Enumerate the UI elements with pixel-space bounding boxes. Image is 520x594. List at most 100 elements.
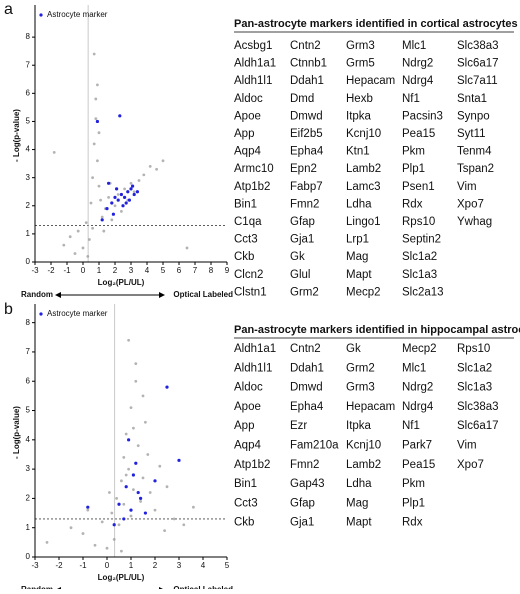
gene-name: Septin2 [402, 234, 441, 246]
data-point [84, 221, 88, 225]
arrow-head [55, 292, 61, 298]
data-point [134, 362, 138, 366]
gene-name: Cct3 [234, 234, 258, 246]
gene-name: Lamc3 [346, 181, 381, 193]
data-point [126, 190, 130, 194]
gene-name: Armc10 [234, 163, 274, 175]
gene-name: Mlc1 [402, 40, 426, 52]
data-point [131, 184, 135, 188]
gene-name: Aldoc [234, 382, 263, 394]
gene-name: Gk [346, 343, 361, 355]
data-point [52, 150, 56, 154]
gene-name: Gk [290, 251, 305, 263]
data-point [134, 461, 138, 465]
gene-name: Slc7a11 [457, 75, 498, 87]
gene-name: Synpo [457, 110, 490, 122]
data-point [155, 167, 159, 171]
x-tick-label: 0 [81, 266, 86, 275]
gene-name: Itpka [346, 110, 372, 122]
gene-name: Grm5 [346, 58, 375, 70]
data-point [121, 204, 125, 208]
gene-name: Gfap [290, 216, 315, 228]
gene-name: Lamb2 [346, 163, 381, 175]
gene-name: Epha4 [290, 401, 324, 413]
table-title: Pan-astrocyte markers identified in cort… [234, 18, 518, 30]
gene-name: Clcn2 [234, 269, 263, 281]
data-point [118, 114, 122, 118]
gene-name: Lingo1 [346, 216, 381, 228]
data-point [177, 458, 181, 462]
gene-name: Kcnj10 [346, 128, 381, 140]
data-point [122, 456, 126, 459]
data-point [86, 254, 90, 258]
gene-name: C1qa [234, 216, 262, 228]
gene-name: Pkm [402, 478, 425, 490]
gene-name: Aldh1l1 [234, 75, 272, 87]
gene-name: Slc1a2 [457, 362, 492, 374]
data-point [153, 479, 157, 483]
data-point [136, 490, 140, 495]
data-point [94, 97, 98, 101]
data-point [107, 195, 110, 199]
gene-name: Fam210a [290, 440, 339, 452]
gene-name: Lamb2 [346, 459, 381, 471]
gene-name: Rdx [402, 198, 423, 210]
panel-label: b [4, 301, 13, 318]
data-point [143, 511, 147, 515]
data-point [163, 529, 167, 533]
data-point [92, 52, 96, 56]
data-point [97, 184, 101, 188]
gene-name: Epha4 [290, 146, 324, 158]
gene-name: Ckb [234, 517, 254, 529]
gene-name: Gap43 [290, 478, 325, 490]
gene-name: Apoe [234, 401, 261, 413]
table-title: Pan-astrocyte markers identified in hipp… [234, 324, 520, 336]
data-point [129, 514, 133, 518]
x-tick-label: 5 [161, 266, 166, 275]
data-point [113, 195, 117, 199]
gene-name: Aqp4 [234, 440, 261, 452]
data-point [81, 532, 85, 535]
data-point [86, 505, 90, 509]
legend-marker [39, 13, 43, 17]
data-point [172, 517, 176, 521]
y-tick-label: 1 [26, 229, 31, 238]
x-tick-label: 0 [105, 561, 110, 570]
gene-name: Tenm4 [457, 146, 492, 158]
gene-name: Dmd [290, 93, 314, 105]
data-point [45, 540, 49, 544]
data-point [124, 485, 128, 489]
data-point [182, 523, 186, 527]
data-point [127, 338, 130, 342]
data-point [129, 187, 133, 191]
gene-name: Aldh1l1 [234, 362, 272, 374]
gene-name: App [234, 420, 254, 432]
data-point [124, 201, 128, 205]
x-tick-label: 4 [145, 266, 150, 275]
gene-name: Psen1 [402, 181, 435, 193]
data-point [100, 215, 104, 219]
gene-name: App [234, 128, 254, 140]
gene-name: Slc6a17 [457, 58, 499, 70]
y-tick-label: 7 [26, 347, 31, 356]
data-point [148, 491, 152, 494]
gene-name: Ndrg4 [402, 75, 434, 87]
y-tick-label: 4 [26, 435, 31, 444]
gene-name: Gfap [290, 497, 315, 509]
y-tick-label: 5 [26, 117, 31, 126]
data-point [68, 235, 72, 239]
data-point [132, 190, 136, 194]
gene-name: Plp1 [402, 163, 425, 175]
data-point [112, 523, 116, 527]
gene-name: Glul [290, 269, 310, 281]
legend-label: Astrocyte marker [47, 309, 108, 318]
data-point [86, 508, 90, 512]
data-point [137, 179, 141, 182]
gene-name: Dmwd [290, 382, 323, 394]
gene-name: Itpka [346, 420, 372, 432]
gene-name: Grm2 [346, 362, 375, 374]
gene-name: Cntn2 [290, 40, 321, 52]
gene-name: Ldha [346, 198, 372, 210]
data-point [113, 204, 117, 208]
